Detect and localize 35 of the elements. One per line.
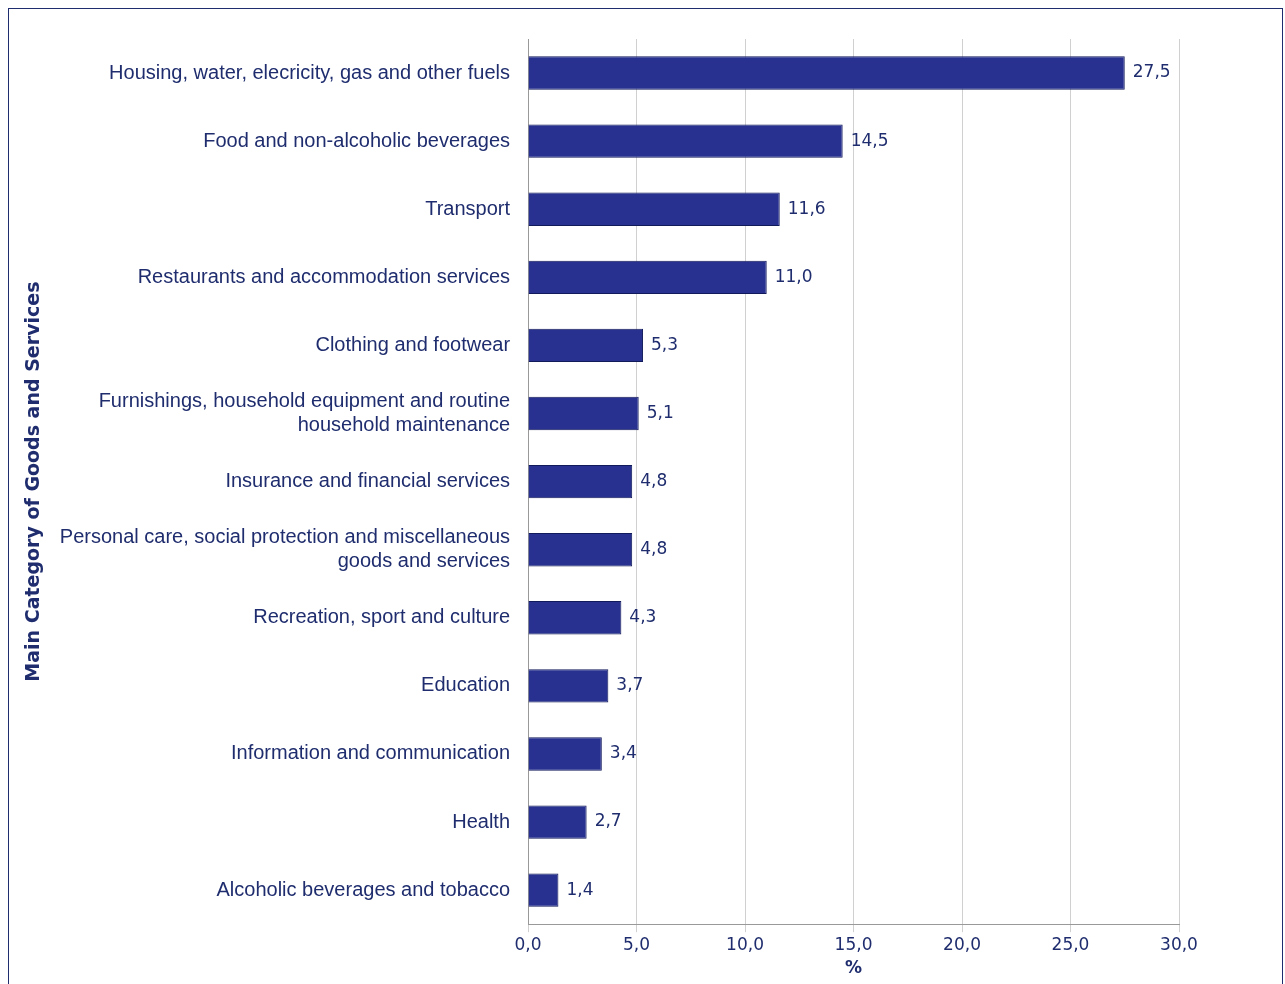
x-tick-label: 5,0 [623,933,651,954]
y-tick-label: Recreation, sport and culture [253,605,511,628]
y-tick-label: Restaurants and accommodation services [137,264,511,287]
y-tick-label: Insurance and financial services [225,469,511,492]
data-label: 4,3 [629,606,657,627]
data-label: 5,1 [646,401,674,422]
data-label: 27,5 [1132,61,1171,82]
data-label: 14,5 [850,129,889,150]
x-tick-label: 30,0 [1160,933,1198,954]
y-tick-label: Clothing and footwear [315,332,511,355]
data-label: 2,7 [594,810,622,831]
x-tick-label: 0,0 [514,933,542,954]
data-label: 3,7 [616,674,644,695]
data-label: 4,8 [640,538,668,559]
data-label: 4,8 [640,470,668,491]
y-tick-label: Health [452,809,511,832]
y-tick-label: Transport [425,196,511,219]
y-tick-label: Furnishings, household equipment and routine household maintenance [98,389,511,436]
x-tick-label: 10,0 [726,933,764,954]
y-tick-label: Information and communication [231,741,511,764]
data-label: 11,0 [774,265,813,286]
data-label: 5,3 [651,333,679,354]
x-tick-label: 25,0 [1051,933,1090,954]
x-axis-title: % [845,957,863,978]
y-tick-label: Education [421,673,511,696]
y-axis-title: Main Category of Goods and Services [21,281,44,682]
y-tick-label: Housing, water, elecricity, gas and other fuels [109,60,511,83]
y-tick-label: Alcoholic beverages and tobacco [216,877,511,900]
x-tick-label: 15,0 [834,933,873,954]
data-label: 11,6 [787,197,826,218]
y-tick-label: Personal care, social protection and miscellaneous goods and services [59,525,511,572]
y-tick-label: Food and non-alcoholic beverages [203,128,511,151]
data-label: 3,4 [609,742,637,763]
x-tick-label: 20,0 [943,933,981,954]
data-label: 1,4 [566,878,594,899]
